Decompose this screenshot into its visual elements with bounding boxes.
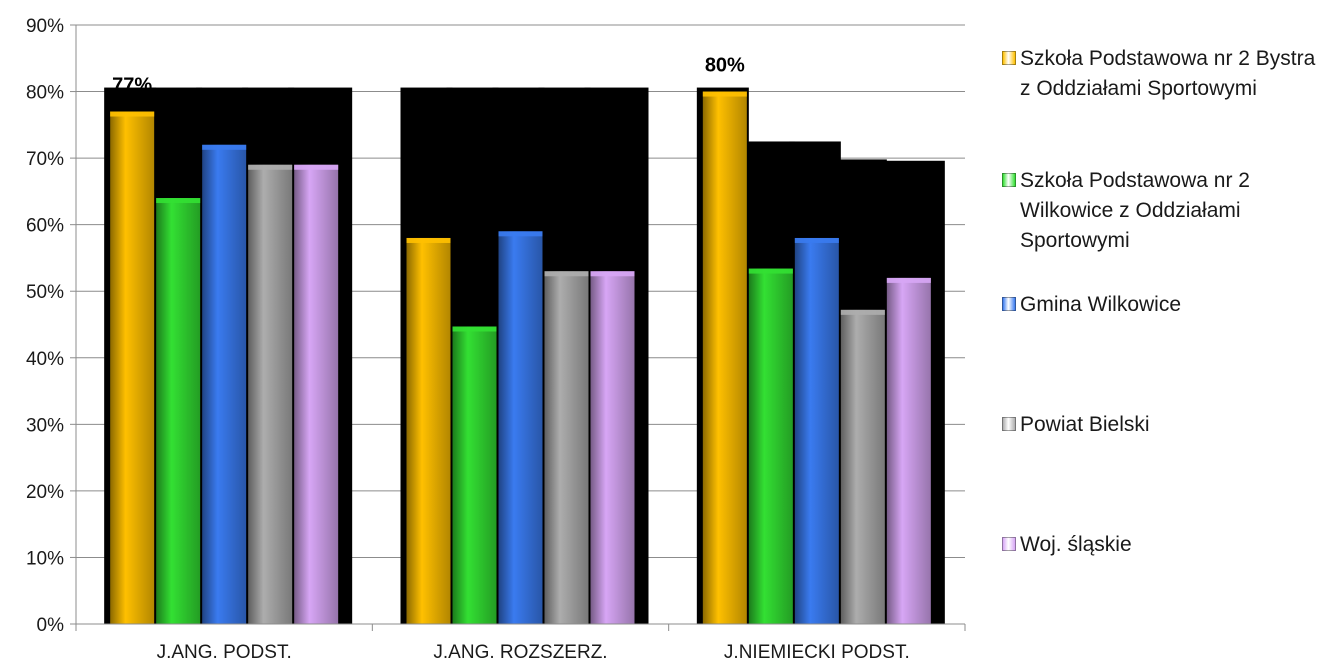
bar-top [544, 271, 589, 277]
bar-top [248, 164, 293, 170]
bar-top [110, 111, 155, 117]
bar-top [294, 164, 339, 170]
bar [248, 164, 293, 624]
y-tick-label: 40% [26, 349, 64, 370]
legend-label: Powiat Bielski [1020, 413, 1150, 436]
bar [590, 271, 635, 624]
bar [794, 237, 839, 624]
x-tick-label: J.NIEMIECKI PODST. [724, 642, 910, 663]
bar [452, 326, 497, 624]
bar-top [406, 237, 451, 243]
bar-top [156, 198, 201, 204]
y-tick-label: 60% [26, 216, 64, 237]
y-tick-label: 20% [26, 482, 64, 503]
legend-item: Powiat Bielski [1002, 410, 1319, 440]
bar [156, 198, 201, 625]
legend-item: Woj. śląskie [1002, 530, 1319, 560]
legend-item: Szkoła Podstawowa nr 2 Wilkowice z Oddzi… [1002, 166, 1319, 256]
y-tick-label: 30% [26, 415, 64, 436]
bar [406, 237, 451, 624]
legend-label: Szkoła Podstawowa nr 2 Bystra z Oddziała… [1020, 47, 1316, 100]
bar-top [498, 231, 543, 237]
legend-label: Gmina Wilkowice [1020, 293, 1182, 316]
bar-top [202, 144, 247, 150]
data-label: 77% [112, 75, 152, 97]
data-label: 80% [705, 55, 745, 77]
x-tick-label: J.ANG. ROZSZERZ. [433, 642, 607, 663]
bar [886, 277, 931, 624]
bar-top [794, 237, 839, 243]
legend-swatch [1002, 173, 1016, 187]
chart-legend: Szkoła Podstawowa nr 2 Bystra z Oddziała… [1002, 0, 1319, 668]
legend-item: Gmina Wilkowice [1002, 290, 1319, 320]
y-tick-label: 0% [37, 615, 65, 636]
bar [840, 309, 885, 624]
bar [110, 111, 155, 625]
bar [544, 271, 589, 624]
legend-swatch [1002, 537, 1016, 551]
bar-top [840, 309, 885, 315]
bar [294, 164, 339, 624]
y-tick-label: 90% [26, 16, 64, 37]
legend-item: Szkoła Podstawowa nr 2 Bystra z Oddziała… [1002, 44, 1319, 104]
bar [498, 231, 543, 625]
legend-swatch [1002, 417, 1016, 431]
legend-label: Woj. śląskie [1020, 533, 1132, 556]
bar-top [748, 268, 793, 274]
bar [748, 268, 793, 624]
bar-top [590, 271, 635, 277]
legend-label: Szkoła Podstawowa nr 2 Wilkowice z Oddzi… [1020, 169, 1250, 252]
bar-top [702, 91, 747, 97]
bar [202, 144, 247, 625]
y-tick-label: 10% [26, 548, 64, 569]
y-tick-label: 80% [26, 83, 64, 104]
x-tick-label: J.ANG. PODST. [157, 642, 292, 663]
bar-top [452, 326, 497, 332]
bar [702, 91, 747, 625]
y-tick-label: 70% [26, 149, 64, 170]
y-tick-label: 50% [26, 282, 64, 303]
legend-swatch [1002, 297, 1016, 311]
legend-swatch [1002, 51, 1016, 65]
bar-top [886, 277, 931, 283]
